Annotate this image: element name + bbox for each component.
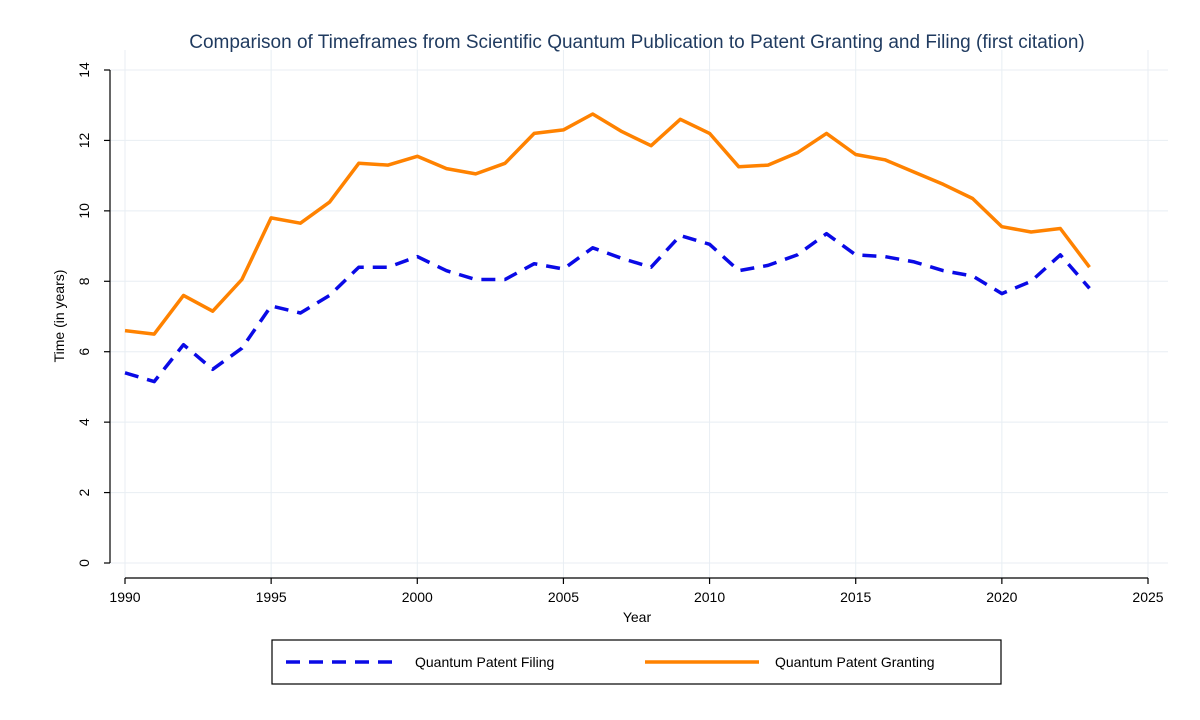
series-line-filing (124, 231, 1091, 384)
y-tick-label: 2 (76, 488, 92, 496)
series-lines (124, 112, 1091, 384)
legend-label-granting: Quantum Patent Granting (775, 654, 935, 670)
y-tick-label: 14 (76, 62, 92, 78)
x-tick-label: 2000 (402, 589, 433, 605)
x-tick-label: 2025 (1132, 589, 1163, 605)
legend-box (271, 639, 1002, 685)
grid-lines (110, 50, 1168, 578)
x-tick-label: 2015 (840, 589, 871, 605)
y-tick-label: 12 (76, 132, 92, 148)
y-tick-label: 10 (76, 203, 92, 219)
axes: 1990 1995 2000 2005 2010 2015 2020 2025 0 2 4 6 8 10 1… (76, 62, 1164, 605)
chart-title: Comparison of Timeframes from Scientific… (189, 32, 1085, 53)
y-tick-label: 6 (76, 348, 92, 356)
series-line-granting (124, 112, 1091, 336)
x-axis-title: Year (623, 609, 652, 625)
y-tick-label: 4 (76, 418, 92, 426)
y-axis-title: Time (in years) (51, 270, 67, 363)
y-tick-label: 0 (76, 559, 92, 567)
legend: Quantum Patent Filing Quantum Patent Gra… (271, 639, 1002, 685)
x-tick-label: 2020 (986, 589, 1017, 605)
x-tick-label: 2005 (548, 589, 579, 605)
x-tick-label: 2010 (694, 589, 725, 605)
x-tick-label: 1990 (109, 589, 140, 605)
legend-label-filing: Quantum Patent Filing (415, 654, 554, 670)
x-tick-label: 1995 (256, 589, 287, 605)
y-tick-label: 8 (76, 277, 92, 285)
